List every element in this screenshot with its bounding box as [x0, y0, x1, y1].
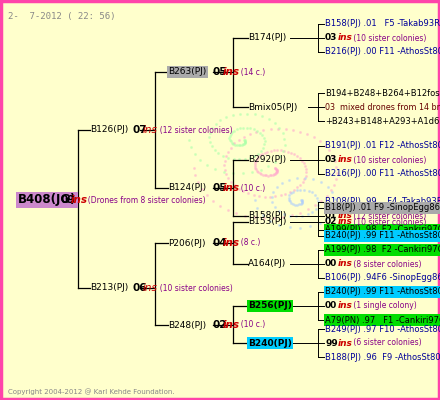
Text: B158(PJ) .01   F5 -Takab93R: B158(PJ) .01 F5 -Takab93R [325, 20, 440, 28]
Text: +B243+B148+A293+A1d6+ad255: +B243+B148+A293+A1d6+ad255 [325, 116, 440, 126]
Text: ins: ins [338, 34, 353, 42]
Text: (8 c.): (8 c.) [236, 238, 260, 248]
Text: B108(PJ) .99    F4 -Takab93R: B108(PJ) .99 F4 -Takab93R [325, 198, 440, 206]
Text: ins: ins [338, 260, 353, 268]
Text: 2-  7-2012 ( 22: 56): 2- 7-2012 ( 22: 56) [8, 12, 116, 21]
Text: Bmix05(PJ): Bmix05(PJ) [248, 102, 297, 112]
Text: B248(PJ): B248(PJ) [168, 320, 206, 330]
Text: B194+B248+B264+B12fos+Bd52+: B194+B248+B264+B12fos+Bd52+ [325, 88, 440, 98]
Text: 02: 02 [325, 218, 337, 226]
Text: 01: 01 [325, 212, 337, 220]
Text: B158(PJ): B158(PJ) [248, 212, 286, 220]
Text: (12 sister colonies): (12 sister colonies) [351, 212, 426, 220]
Text: ins: ins [223, 320, 240, 330]
Text: ins: ins [143, 283, 158, 293]
Text: B240(PJ): B240(PJ) [248, 338, 292, 348]
Text: B106(PJ) .94F6 -SinopEgg86R: B106(PJ) .94F6 -SinopEgg86R [325, 274, 440, 282]
Text: B256(PJ): B256(PJ) [248, 302, 292, 310]
Text: 99: 99 [325, 338, 338, 348]
Text: (12 sister colonies): (12 sister colonies) [155, 126, 233, 134]
Text: (14 c.): (14 c.) [236, 68, 265, 76]
Text: B124(PJ): B124(PJ) [168, 184, 206, 192]
Text: (10 sister colonies): (10 sister colonies) [351, 34, 426, 42]
Text: B292(PJ): B292(PJ) [248, 156, 286, 164]
Text: ins: ins [223, 67, 240, 77]
Text: 03  mixed drones from 14 breeder co.: 03 mixed drones from 14 breeder co. [325, 102, 440, 112]
Text: B18(PJ) .01 F9 -SinopEgg86R: B18(PJ) .01 F9 -SinopEgg86R [325, 204, 440, 212]
Text: (10 c.): (10 c.) [236, 184, 265, 192]
Text: ins: ins [338, 302, 353, 310]
Text: B191(PJ) .01 F12 -AthosSt80R: B191(PJ) .01 F12 -AthosSt80R [325, 142, 440, 150]
Text: 00: 00 [325, 302, 337, 310]
Text: B408(JG): B408(JG) [18, 194, 77, 206]
Text: A164(PJ): A164(PJ) [248, 260, 286, 268]
Text: (Drones from 8 sister colonies): (Drones from 8 sister colonies) [83, 196, 205, 204]
Text: Copyright 2004-2012 @ Karl Kehde Foundation.: Copyright 2004-2012 @ Karl Kehde Foundat… [8, 388, 175, 395]
Text: B240(PJ) .99 F11 -AthosSt80R: B240(PJ) .99 F11 -AthosSt80R [325, 232, 440, 240]
Text: (10 c.): (10 c.) [236, 320, 265, 330]
Text: B213(PJ): B213(PJ) [90, 284, 128, 292]
Text: (10 sister colonies): (10 sister colonies) [155, 284, 233, 292]
Text: (10 sister colonies): (10 sister colonies) [351, 218, 426, 226]
Text: ins: ins [338, 218, 353, 226]
Text: B263(PJ): B263(PJ) [168, 68, 206, 76]
Text: ins: ins [223, 238, 240, 248]
Text: 09: 09 [60, 195, 74, 205]
Text: ins: ins [338, 212, 353, 220]
Text: B153(PJ): B153(PJ) [248, 218, 286, 226]
Text: 03: 03 [325, 34, 337, 42]
Text: 07: 07 [132, 125, 147, 135]
Text: A199(PJ) .98  F2 -Cankiri97Q: A199(PJ) .98 F2 -Cankiri97Q [325, 226, 440, 234]
Text: B216(PJ) .00 F11 -AthosSt80R: B216(PJ) .00 F11 -AthosSt80R [325, 170, 440, 178]
Text: 02: 02 [212, 320, 227, 330]
Text: (10 sister colonies): (10 sister colonies) [351, 156, 426, 164]
Text: B126(PJ): B126(PJ) [90, 126, 128, 134]
Text: ins: ins [143, 125, 158, 135]
Text: ins: ins [338, 338, 353, 348]
Text: B249(PJ) .97 F10 -AthosSt80R: B249(PJ) .97 F10 -AthosSt80R [325, 324, 440, 334]
Text: ins: ins [338, 156, 353, 164]
Text: B240(PJ) .99 F11 -AthosSt80R: B240(PJ) .99 F11 -AthosSt80R [325, 288, 440, 296]
Text: (8 sister colonies): (8 sister colonies) [351, 260, 422, 268]
Text: 05: 05 [212, 67, 227, 77]
Text: (6 sister colonies): (6 sister colonies) [351, 338, 422, 348]
Text: 03: 03 [325, 156, 337, 164]
Text: B188(PJ) .96  F9 -AthosSt80R: B188(PJ) .96 F9 -AthosSt80R [325, 352, 440, 362]
Text: (1 single colony): (1 single colony) [351, 302, 417, 310]
Text: 00: 00 [325, 260, 337, 268]
Text: ins: ins [223, 183, 240, 193]
Text: B174(PJ): B174(PJ) [248, 34, 286, 42]
Text: 05: 05 [212, 183, 227, 193]
Text: A79(PN) .97   F1 -Cankiri97Q: A79(PN) .97 F1 -Cankiri97Q [325, 316, 440, 324]
Text: ins: ins [71, 195, 88, 205]
Text: 04: 04 [212, 238, 227, 248]
Text: P206(PJ): P206(PJ) [168, 238, 205, 248]
Text: B216(PJ) .00 F11 -AthosSt80R: B216(PJ) .00 F11 -AthosSt80R [325, 48, 440, 56]
Text: A199(PJ) .98  F2 -Cankiri97Q: A199(PJ) .98 F2 -Cankiri97Q [325, 246, 440, 254]
Text: 06: 06 [132, 283, 147, 293]
